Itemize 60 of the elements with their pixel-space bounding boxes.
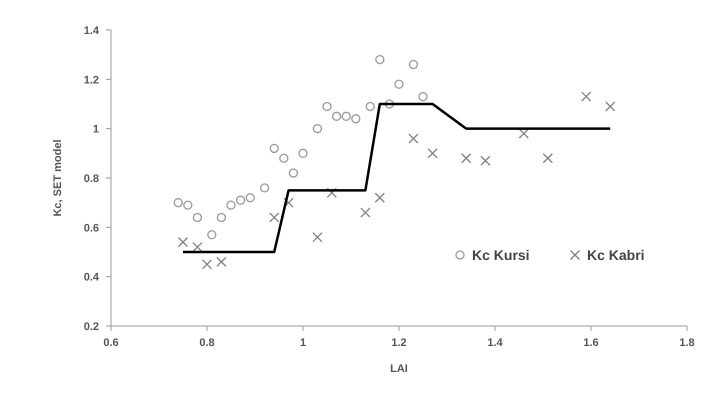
point: [312, 232, 323, 242]
point: [270, 144, 279, 154]
point: [236, 196, 246, 205]
point: [427, 148, 438, 158]
point: [283, 198, 294, 208]
point: [288, 168, 298, 178]
point: [279, 154, 288, 163]
point: [216, 256, 227, 268]
y-tick-label: 1.2: [84, 74, 99, 86]
point: [342, 112, 351, 121]
point: [418, 92, 428, 102]
point: [394, 80, 404, 89]
point: [542, 153, 553, 164]
point: [269, 212, 280, 223]
point: [384, 99, 394, 109]
point: [298, 148, 308, 158]
y-tick-label: 0.6: [84, 222, 99, 234]
point: [366, 102, 375, 112]
point: [518, 128, 529, 139]
point: [332, 112, 342, 121]
point: [183, 200, 192, 210]
x-tick-label: 0.8: [199, 337, 215, 349]
point: [260, 183, 270, 193]
y-tick-label: 0.4: [84, 272, 100, 284]
point: [207, 230, 216, 240]
y-tick-label: 0.8: [84, 173, 99, 185]
point: [326, 188, 337, 198]
y-tick-label: 1.4: [84, 25, 100, 37]
x-tick-label: 1.4: [487, 337, 504, 349]
point: [605, 101, 616, 112]
point: [375, 54, 384, 64]
x-tick-label: 1.6: [583, 337, 599, 349]
point: [408, 133, 419, 144]
legend-label: Kc Kabri: [587, 247, 645, 263]
point: [312, 124, 322, 134]
point: [408, 60, 418, 70]
x-tick-label: 1.2: [391, 337, 407, 349]
point: [351, 114, 360, 124]
point: [246, 193, 255, 202]
point: [216, 212, 226, 222]
point: [192, 242, 203, 252]
point: [178, 236, 188, 248]
legend-label: Kc Kursi: [472, 247, 530, 263]
point: [202, 259, 212, 270]
y-axis-title: Kc, SET model: [52, 139, 64, 217]
point: [226, 200, 236, 210]
point: [461, 153, 472, 164]
x-tick-label: 0.6: [103, 337, 119, 349]
point: [581, 91, 592, 102]
y-tick-label: 0.2: [84, 321, 99, 333]
point: [322, 102, 332, 112]
point: [174, 198, 183, 208]
point: [374, 192, 385, 203]
x-tick-label: 1.8: [679, 337, 695, 349]
point: [480, 156, 491, 166]
x-axis-title: LAI: [390, 363, 408, 375]
point: [360, 207, 371, 218]
point: [192, 212, 202, 222]
x-tick-label: 1: [300, 337, 306, 349]
y-tick-label: 1: [92, 124, 99, 136]
